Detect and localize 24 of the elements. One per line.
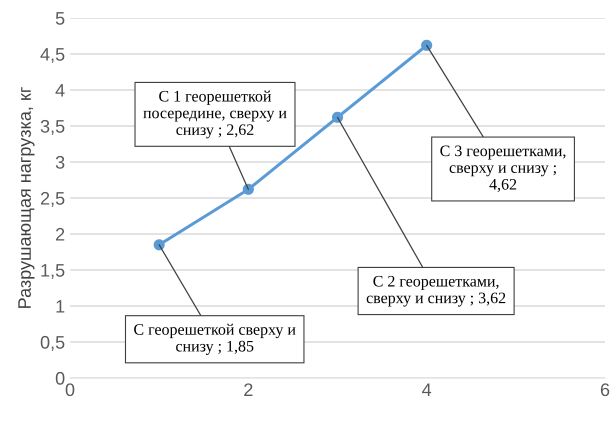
y-tick-label: 4,5 [40,48,64,63]
y-tick-label: 4 [56,84,65,97]
point [421,40,432,51]
y-axis-title: Разрушающая нагрузка, кг [18,87,34,308]
annotation: С георешеткой сверху и снизу ; 1,85 [134,324,296,355]
y-tick-label: 3,5 [40,120,64,135]
annotation: С 2 георешетками, сверху и снизу ; 3,62 [366,276,506,307]
x-tick-label: 0 [66,383,74,396]
y-tick-label: 2 [56,228,64,241]
annotation: С 1 георешеткой посередине, сверху и снизу ; 2,62 [143,90,287,138]
x-tick-label: 2 [244,383,252,396]
point [154,239,165,250]
y-tick-label: 2,5 [40,192,64,207]
y-tick-label: 1 [56,300,64,313]
y-tick-label: 1,5 [41,264,64,279]
point [332,112,344,123]
y-tick-label: 0,5 [40,336,64,351]
x-tick-label: 6 [600,383,610,396]
point [242,184,254,195]
y-tick-label: 0 [56,372,64,385]
y-tick-label: 5 [56,12,64,25]
x-tick-label: 4 [422,384,432,396]
y-tick-label: 3 [56,156,64,169]
annotation: С 3 георешетками, сверху и снизу ; 4,62 [440,146,566,192]
